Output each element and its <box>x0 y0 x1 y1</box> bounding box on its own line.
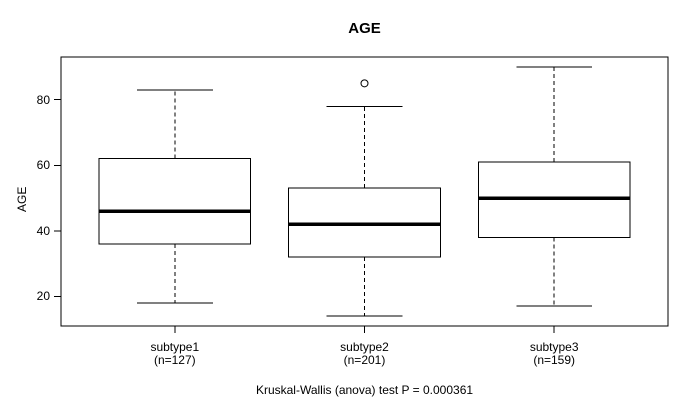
group-label-block: subtype1 (n=127) <box>100 341 250 366</box>
group-name: subtype2 <box>340 340 389 354</box>
group-label-block: subtype2 (n=201) <box>290 341 440 366</box>
y-tick-label: 20 <box>36 289 50 304</box>
group-count: (n=201) <box>343 352 386 367</box>
outlier-point <box>360 79 369 88</box>
y-tick-label: 80 <box>36 92 50 107</box>
group-label-block: subtype3 (n=159) <box>479 341 629 366</box>
group-count: (n=127) <box>153 352 196 367</box>
stat-test-annotation: Kruskal-Wallis (anova) test P = 0.000361 <box>255 383 474 397</box>
group-count: (n=159) <box>533 352 576 367</box>
y-tick-label: 60 <box>36 158 50 173</box>
group-name: subtype1 <box>150 340 200 354</box>
chart-title: AGE <box>348 20 381 37</box>
y-tick-label: 40 <box>36 223 50 238</box>
group-name: subtype3 <box>529 340 579 354</box>
iqr-box <box>98 158 252 245</box>
